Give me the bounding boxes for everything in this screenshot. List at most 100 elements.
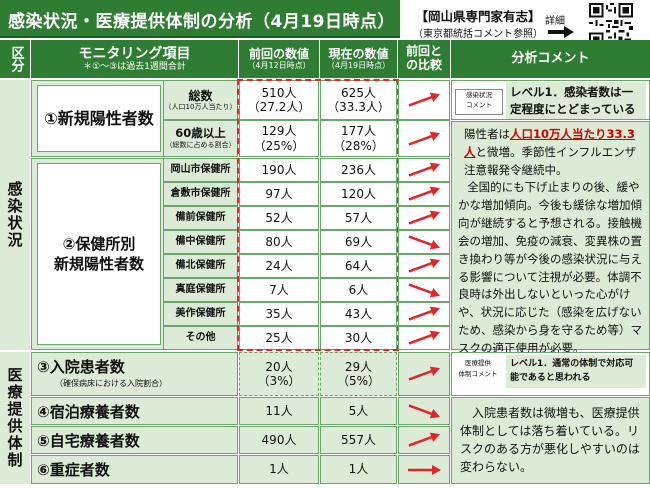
row1-sub1: 総数 （人口10万人当たり） <box>163 80 238 120</box>
highlight-value: 33.3人 <box>464 127 635 159</box>
row6 <box>31 455 238 484</box>
header-comment: 分析コメント <box>451 40 650 78</box>
health-center-name: 真庭保健所 <box>163 278 238 302</box>
health-center-prev: 7人 <box>239 278 319 302</box>
medical-level: レベル1．通常の体制で対応可能であると思われる <box>506 355 646 388</box>
arrow-up-right-icon <box>408 210 440 225</box>
row1-sub2-curr: 177人 （28%） <box>320 120 397 157</box>
health-center-prev: 190人 <box>239 158 319 182</box>
arrow-up-right-icon <box>408 258 440 273</box>
trend-arrow-cell <box>398 254 450 278</box>
health-center-prev: 80人 <box>239 230 319 254</box>
arrow-down-right-icon <box>408 404 440 419</box>
health-center-curr: 30人 <box>320 326 397 350</box>
highlight-rate: 人口10万人当たり <box>510 127 607 141</box>
row1-sub1-prev: 510人 （27.2人） <box>239 80 319 120</box>
expert-line2: （東京都統括コメント参照） <box>413 29 543 40</box>
trend-arrow-cell <box>398 455 450 484</box>
row5 <box>31 426 238 454</box>
row4-label: ④宿泊療養者数 <box>37 403 140 421</box>
health-center-name: 備前保健所 <box>163 206 238 230</box>
title-bar: 感染状況・医療提供体制の分析（4月19日時点） <box>0 0 400 38</box>
infection-level: レベル1．感染者数は一定程度にとどまっている <box>506 82 646 120</box>
row5-curr: 557人 <box>320 426 397 454</box>
header-kubun: 区分 <box>0 40 30 78</box>
row4-curr: 5人 <box>320 397 397 425</box>
row1-label: ①新規陽性者数 <box>37 85 161 152</box>
health-center-curr: 43人 <box>320 302 397 326</box>
row1-sub2-prev: 129人 （25%） <box>239 120 319 157</box>
row1-sub1-curr: 625人 （33.3人） <box>320 80 397 120</box>
trend-arrow-cell <box>398 206 450 230</box>
health-center-name: 備北保健所 <box>163 254 238 278</box>
detail-link[interactable]: 詳細 <box>545 16 565 27</box>
row2-label: ②保健所別 新規陽性者数 <box>37 163 161 345</box>
health-center-curr: 120人 <box>320 182 397 206</box>
health-center-name: その他 <box>163 326 238 350</box>
trend-arrow-cell <box>398 120 450 157</box>
infection-tag: 感染状況 コメント <box>455 89 503 115</box>
health-center-name: 美作保健所 <box>163 302 238 326</box>
arrow-up-right-icon <box>408 186 440 201</box>
health-center-name: 備中保健所 <box>163 230 238 254</box>
expert-note: 【岡山県専門家有志】 （東京都統括コメント参照） <box>403 6 553 40</box>
row3 <box>31 352 238 396</box>
trend-arrow-cell <box>398 182 450 206</box>
health-center-curr: 57人 <box>320 206 397 230</box>
qr-code-icon[interactable] <box>589 3 633 47</box>
section-infection: 感染状況 <box>0 80 30 350</box>
health-center-curr: 69人 <box>320 230 397 254</box>
trend-arrow-cell <box>398 278 450 302</box>
arrow-right-icon <box>408 464 441 475</box>
health-center-prev: 24人 <box>239 254 319 278</box>
trend-arrow-cell <box>398 397 450 425</box>
arrow-up-right-icon <box>408 131 440 146</box>
expert-line1: 【岡山県専門家有志】 <box>415 9 541 24</box>
row3-prev: 20人 （3%） <box>239 352 319 396</box>
medical-tag: 医療提供 体制コメント <box>458 359 498 379</box>
arrow-up-right-icon <box>408 92 440 107</box>
arrow-up-right-icon <box>408 366 440 381</box>
header-item-label: モニタリング項目 <box>78 45 191 62</box>
section-medical: 医療提供体制 <box>0 352 30 484</box>
row4-prev: 11人 <box>239 397 319 425</box>
row3-note: （確保病床における入院割合） <box>55 379 167 388</box>
infection-comment: 陽性者は人口10万人当たり33.3人と微増。季節性インフルエンザ注意報発令継続中… <box>451 121 650 355</box>
row4 <box>31 397 238 425</box>
arrow-down-right-icon <box>408 235 440 250</box>
row1-sub2: 60歳以上 （総数に占める割合） <box>163 120 238 157</box>
trend-arrow-cell <box>398 80 450 120</box>
row5-label: ⑤自宅療養者数 <box>37 432 140 450</box>
header-curr: 現在の数値 （4月19日時点） <box>320 40 397 78</box>
arrow-up-right-icon <box>408 306 440 321</box>
trend-arrow-cell <box>398 230 450 254</box>
header-item: モニタリング項目 ＊①～③は過去1週間合計 <box>31 40 238 78</box>
health-center-prev: 52人 <box>239 206 319 230</box>
health-center-curr: 64人 <box>320 254 397 278</box>
row6-prev: 1人 <box>239 455 319 484</box>
row5-prev: 490人 <box>239 426 319 454</box>
arrow-right-icon <box>548 26 574 38</box>
health-center-prev: 25人 <box>239 326 319 350</box>
arrow-up-right-icon <box>408 330 440 345</box>
trend-arrow-cell <box>398 158 450 182</box>
page-title: 感染状況・医療提供体制の分析（4月19日時点） <box>8 12 395 32</box>
row6-label: ⑥重症者数 <box>37 461 110 479</box>
arrow-down-right-icon <box>408 283 440 298</box>
trend-arrow-cell <box>398 352 450 396</box>
trend-arrow-cell <box>398 426 450 454</box>
arrow-up-right-icon <box>408 432 440 447</box>
row6-curr: 1人 <box>320 455 397 484</box>
health-center-prev: 35人 <box>239 302 319 326</box>
health-center-curr: 236人 <box>320 158 397 182</box>
health-center-prev: 97人 <box>239 182 319 206</box>
trend-arrow-cell <box>398 326 450 350</box>
header-item-note: ＊①～③は過去1週間合計 <box>83 61 186 72</box>
health-center-name: 岡山市保健所 <box>163 158 238 182</box>
trend-arrow-cell <box>398 302 450 326</box>
medical-comment: 入院患者数は微増も、医療提供体制としては落ち着いている。リスクのある方が悪化しや… <box>451 397 650 484</box>
health-center-curr: 6人 <box>320 278 397 302</box>
header-compare: 前回との比較 <box>398 40 450 78</box>
row3-curr: 29人 （5%） <box>320 352 397 396</box>
row3-label: ③入院患者数 <box>37 358 125 376</box>
